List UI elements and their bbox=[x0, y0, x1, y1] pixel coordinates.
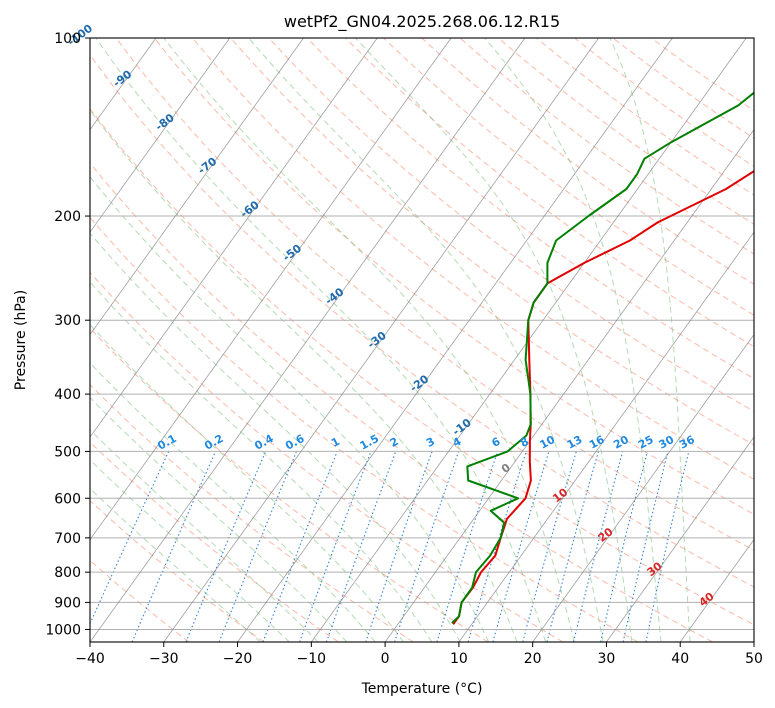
y-tick-label: 700 bbox=[54, 531, 81, 547]
isotherm-line bbox=[90, 38, 526, 642]
x-tick-label: −30 bbox=[149, 651, 179, 667]
mixing-ratio-line bbox=[522, 451, 577, 642]
mixing-ratio-line bbox=[299, 451, 372, 642]
x-tick-label: −10 bbox=[297, 651, 327, 667]
mixing-ratio-label: 25 bbox=[636, 433, 656, 452]
moist-adiabat-line bbox=[90, 429, 319, 642]
isotherm-line bbox=[237, 38, 673, 642]
moist-adiabat-line bbox=[484, 38, 662, 642]
profile-line-2 bbox=[451, 91, 754, 624]
mixing-ratio-line bbox=[185, 451, 267, 642]
moist-adiabat-line bbox=[90, 176, 490, 642]
mixing-ratio-line bbox=[572, 451, 624, 642]
dry-adiabat-line bbox=[90, 162, 713, 642]
dry-adiabat-line bbox=[383, 38, 754, 316]
mixing-ratio-line bbox=[436, 451, 499, 642]
x-tick-label: −40 bbox=[75, 651, 105, 667]
isotherm-line bbox=[90, 38, 304, 336]
isotherm-line bbox=[458, 231, 754, 642]
isotherm-line bbox=[163, 38, 599, 642]
isotherm-line bbox=[532, 333, 754, 642]
moist-adiabat-line bbox=[163, 38, 575, 642]
y-axis-ticks: 100 200 300 400 500 600 700 800 900 1000 bbox=[45, 31, 90, 638]
mixing-ratio-label: 36 bbox=[677, 433, 697, 452]
x-tick-label: −20 bbox=[223, 651, 253, 667]
mixing-ratio-line bbox=[218, 451, 298, 642]
plot-frame bbox=[89, 37, 755, 643]
y-tick-label: 900 bbox=[54, 595, 81, 611]
y-axis-label: Pressure (hPa) bbox=[13, 290, 29, 390]
x-tick-label: 40 bbox=[671, 651, 689, 667]
isotherm-line bbox=[90, 38, 378, 438]
dry-adiabat-line bbox=[90, 271, 564, 642]
moist-adiabat-line bbox=[90, 281, 433, 642]
grid-lines bbox=[90, 38, 754, 642]
y-tick-label: 300 bbox=[54, 313, 81, 329]
y-tick-label: 200 bbox=[54, 209, 81, 225]
y-tick-label: 600 bbox=[54, 491, 81, 507]
mixing-ratio-label: 13 bbox=[565, 433, 585, 452]
moist-adiabat-line bbox=[248, 38, 604, 642]
mixing-ratio-label: 10 bbox=[538, 433, 558, 452]
moist-adiabat-line bbox=[90, 396, 348, 642]
mixing-ratio-line bbox=[600, 451, 649, 642]
isotherm-line bbox=[90, 38, 231, 233]
isotherm-line bbox=[606, 436, 754, 642]
x-tick-label: 10 bbox=[450, 651, 468, 667]
y-tick-label: 400 bbox=[54, 387, 81, 403]
isotherm-line bbox=[90, 38, 452, 541]
moist-adiabat-line bbox=[90, 109, 518, 642]
dry-adiabat-line bbox=[153, 38, 754, 515]
moist-adiabat-line bbox=[609, 38, 691, 642]
x-tick-label: 50 bbox=[745, 651, 763, 667]
dry-adiabat-line bbox=[90, 108, 754, 626]
chart-title: wetPf2_GN04.2025.268.06.12.R15 bbox=[284, 12, 560, 32]
dry-adiabat-line bbox=[421, 38, 754, 285]
isotherm-line bbox=[679, 538, 754, 642]
moist-adiabat-line bbox=[90, 487, 261, 642]
dry-adiabat-line bbox=[90, 54, 754, 588]
moist-adiabat-line bbox=[95, 38, 547, 642]
mixing-ratio-line bbox=[467, 451, 527, 642]
x-tick-label: 20 bbox=[524, 651, 542, 667]
dry-adiabat-line bbox=[90, 327, 489, 642]
y-tick-label: 500 bbox=[54, 444, 81, 460]
y-tick-label: 1000 bbox=[45, 622, 81, 638]
y-tick-label: 800 bbox=[54, 565, 81, 581]
mixing-ratio-label: 16 bbox=[587, 433, 607, 452]
mixing-ratio-line bbox=[365, 451, 433, 642]
x-axis-label: Temperature (°C) bbox=[361, 681, 483, 697]
sounding-profiles bbox=[451, 91, 754, 625]
mixing-ratio-label: 30 bbox=[657, 433, 677, 452]
mixing-ratio-line bbox=[546, 451, 600, 642]
x-axis-ticks: −40 −30 −20 −10 0 10 20 30 40 50 bbox=[75, 642, 763, 667]
y-tick-label: 100 bbox=[54, 31, 81, 47]
dry-adiabat-line bbox=[230, 38, 754, 446]
dry-adiabat-line bbox=[192, 38, 754, 480]
isotherm-line bbox=[384, 128, 754, 642]
moist-adiabat-line bbox=[90, 459, 290, 642]
mixing-ratio-line bbox=[262, 451, 338, 642]
dry-adiabat-line bbox=[345, 38, 754, 348]
mixing-ratio-label: 20 bbox=[611, 433, 631, 452]
mixing-ratio-line bbox=[325, 451, 397, 642]
x-tick-label: 30 bbox=[598, 651, 616, 667]
dry-adiabat-line bbox=[90, 499, 265, 642]
x-tick-label: 0 bbox=[381, 651, 390, 667]
